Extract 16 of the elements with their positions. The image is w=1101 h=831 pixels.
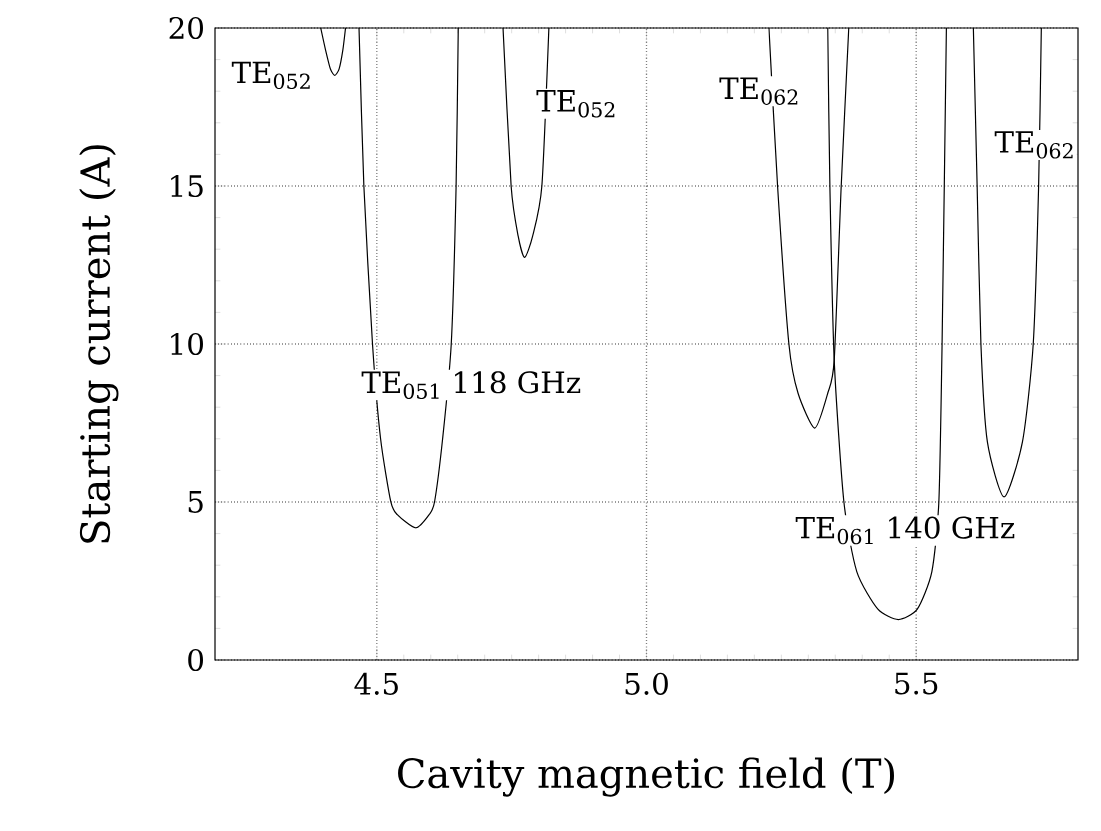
y-tick-label: 20 (169, 16, 203, 40)
x-axis-title: Cavity magnetic field (T) (398, 757, 894, 797)
y-tick-label: 10 (171, 332, 203, 356)
y-tick-label: 5 (188, 491, 203, 513)
y-axis-title: Starting current (A) (79, 145, 119, 543)
annotation: TE$_{061}$ 140 GHz (795, 516, 1015, 545)
x-tick-label: 4.5 (354, 672, 398, 695)
x-tick-label: 5.0 (625, 672, 668, 695)
y-tick-label: 15 (171, 174, 203, 198)
y-tick-label: 0 (188, 648, 203, 672)
annotation: TE$_{062}$ (719, 77, 798, 105)
annotation: TE$_{062}$ (994, 131, 1073, 159)
annotation: TE$_{052}$ (536, 90, 615, 118)
annotation: TE$_{051}$ 118 GHz (361, 371, 581, 399)
annotation: TE$_{052}$ (231, 61, 310, 90)
x-tick-label: 5.5 (895, 672, 938, 695)
